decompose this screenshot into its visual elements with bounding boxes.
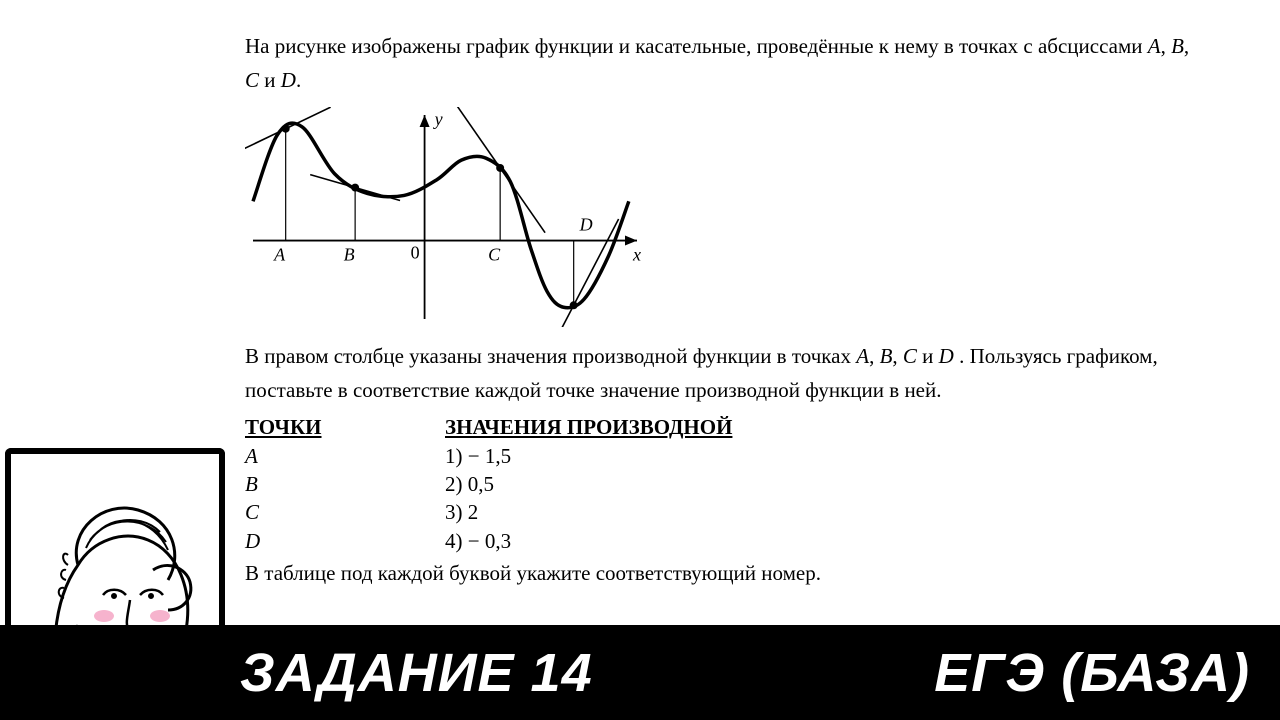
sep3: и <box>259 68 281 92</box>
svg-text:C: C <box>488 245 501 265</box>
var-D: D <box>281 68 296 92</box>
problem-intro-2: В правом столбце указаны значения произв… <box>245 340 1245 407</box>
var-C: C <box>245 68 259 92</box>
match-table: ТОЧКИ ЗНАЧЕНИЯ ПРОИЗВОДНОЙ A 1) − 1,5 B … <box>245 413 1245 555</box>
svg-text:y: y <box>433 109 443 129</box>
svg-text:B: B <box>344 245 355 265</box>
cell-point-C: C <box>245 498 445 526</box>
var-B: B <box>1171 34 1184 58</box>
footer-right: ЕГЭ (БАЗА) <box>934 642 1250 704</box>
problem-closing: В таблице под каждой буквой укажите соот… <box>245 557 1245 591</box>
sep6: и <box>917 344 939 368</box>
var-A: A <box>1148 34 1161 58</box>
cell-point-D: D <box>245 527 445 555</box>
sep2: , <box>1184 34 1189 58</box>
page: На рисунке изображены график функции и к… <box>0 0 1280 720</box>
var-A2: A <box>856 344 869 368</box>
table-row: D 4) − 0,3 <box>245 527 1245 555</box>
problem-content: На рисунке изображены график функции и к… <box>245 30 1245 591</box>
intro-text-2a: В правом столбце указаны значения произв… <box>245 344 856 368</box>
cell-point-B: B <box>245 470 445 498</box>
blush-right <box>150 610 170 622</box>
cell-value-4: 4) − 0,3 <box>445 527 845 555</box>
tail1: . <box>296 68 301 92</box>
svg-text:A: A <box>273 245 286 265</box>
cell-value-2: 2) 0,5 <box>445 470 845 498</box>
cell-point-A: A <box>245 442 445 470</box>
graph-svg: y x 0 A B C D <box>245 107 645 327</box>
problem-intro-1: На рисунке изображены график функции и к… <box>245 30 1245 97</box>
header-points: ТОЧКИ <box>245 413 445 441</box>
var-B2: B <box>880 344 893 368</box>
portrait-illustration <box>8 460 233 720</box>
footer-left: ЗАДАНИЕ 14 <box>240 642 593 704</box>
svg-text:0: 0 <box>411 243 420 263</box>
portrait-svg <box>8 460 233 720</box>
table-header-row: ТОЧКИ ЗНАЧЕНИЯ ПРОИЗВОДНОЙ <box>245 413 1245 441</box>
table-row: A 1) − 1,5 <box>245 442 1245 470</box>
var-D2: D <box>939 344 954 368</box>
table-row: C 3) 2 <box>245 498 1245 526</box>
sep5: , <box>892 344 903 368</box>
cell-value-3: 3) 2 <box>445 498 845 526</box>
cell-value-1: 1) − 1,5 <box>445 442 845 470</box>
svg-text:D: D <box>579 215 593 235</box>
svg-text:x: x <box>632 245 641 265</box>
graph-figure: y x 0 A B C D <box>245 107 1245 332</box>
table-row: B 2) 0,5 <box>245 470 1245 498</box>
blush-left <box>94 610 114 622</box>
header-values: ЗНАЧЕНИЯ ПРОИЗВОДНОЙ <box>445 413 845 441</box>
sep4: , <box>869 344 880 368</box>
var-C2: C <box>903 344 917 368</box>
sep1: , <box>1161 34 1172 58</box>
intro-text-1: На рисунке изображены график функции и к… <box>245 34 1148 58</box>
